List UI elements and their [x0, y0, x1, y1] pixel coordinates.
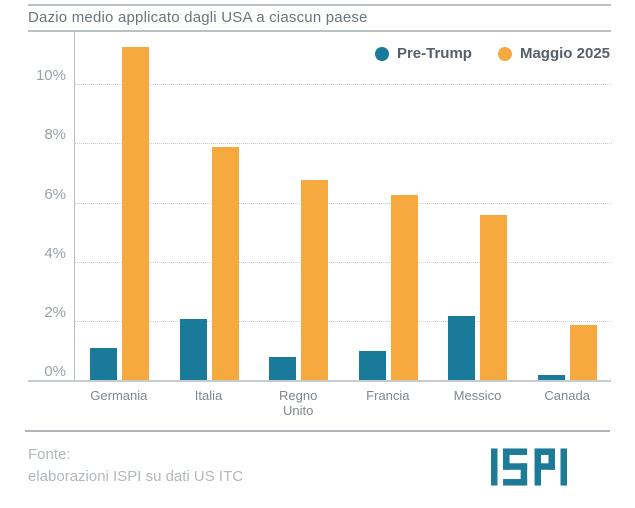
bar-group-canada	[523, 32, 613, 381]
bar-maggio-2025-germania	[122, 46, 150, 381]
gridline-4%	[75, 261, 612, 263]
footer-divider	[25, 430, 610, 432]
category-label-italia: Italia	[194, 388, 223, 403]
gridline-10%	[75, 84, 612, 86]
legend: Pre-Trump Maggio 2025	[374, 45, 610, 62]
bar-pre-trump-regno-unito	[269, 357, 297, 381]
plot-area: Pre-Trump Maggio 2025 0% 2% 4% 6% 8% 10%	[36, 32, 612, 381]
category-label-regno-unito: Regno Unito	[279, 388, 318, 418]
category-label-messico: Messico	[453, 388, 502, 403]
legend-dot-icon	[497, 46, 512, 61]
bar-pre-trump-italia	[179, 318, 207, 381]
category-label-canada: Canada	[544, 388, 590, 403]
category-label-francia: Francia	[366, 388, 410, 403]
legend-dot-icon	[374, 46, 389, 61]
bar-maggio-2025-italia	[211, 147, 239, 381]
source-label: Fonte:	[28, 446, 71, 463]
gridline-6%	[75, 202, 612, 204]
bar-pre-trump-messico	[448, 315, 476, 381]
bar-maggio-2025-regno-unito	[301, 179, 329, 381]
bar-group-francia	[344, 32, 434, 381]
legend-label: Maggio 2025	[519, 45, 610, 62]
x-axis-baseline	[28, 380, 611, 382]
y-tick-label-8%: 8%	[44, 126, 66, 144]
bar-groups	[75, 32, 612, 381]
top-divider	[28, 4, 611, 6]
bar-pre-trump-francia	[358, 351, 386, 381]
x-labels: Germania Italia Regno Unito Francia Messico C…	[74, 388, 612, 418]
bar-group-messico	[433, 32, 523, 381]
bar-pre-trump-canada	[537, 375, 565, 381]
legend-item-pre-trump: Pre-Trump	[374, 45, 472, 62]
y-tick-label-0%: 0%	[44, 363, 66, 380]
y-tick-label-6%: 6%	[44, 185, 66, 203]
bar-maggio-2025-messico	[480, 215, 508, 381]
gridline-2%	[75, 320, 612, 322]
legend-label: Pre-Trump	[396, 45, 472, 62]
bar-group-regno-unito	[254, 32, 344, 381]
ispi-logo-icon	[491, 448, 567, 486]
bar-group-italia	[165, 32, 255, 381]
bar-maggio-2025-canada	[569, 324, 597, 381]
source-note: Fonte: elaborazioni ISPI su dati US ITC	[28, 444, 243, 488]
bar-maggio-2025-francia	[390, 194, 418, 381]
gridline-8%	[75, 143, 612, 145]
legend-item-maggio-2025: Maggio 2025	[497, 45, 610, 62]
chart-title: Dazio medio applicato dagli USA a ciascu…	[28, 9, 368, 26]
category-label-germania: Germania	[90, 388, 148, 403]
title-divider	[28, 30, 611, 32]
source-line: elaborazioni ISPI su dati US ITC	[28, 468, 244, 485]
bar-pre-trump-germania	[90, 348, 118, 381]
y-tick-label-10%: 10%	[35, 67, 66, 85]
bar-group-germania	[75, 32, 165, 381]
y-tick-label-2%: 2%	[44, 303, 66, 321]
y-tick-label-4%: 4%	[44, 244, 66, 262]
